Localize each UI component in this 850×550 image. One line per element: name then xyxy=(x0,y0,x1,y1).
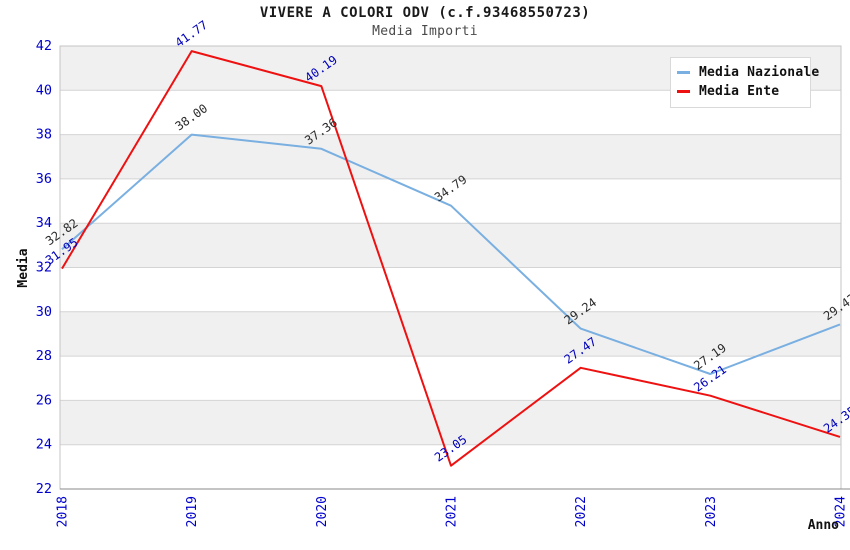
y-tick-label: 34 xyxy=(36,215,52,231)
x-tick-label: 2018 xyxy=(56,496,71,527)
plot-band xyxy=(60,134,841,179)
series-line-1 xyxy=(61,50,841,467)
legend-item-media-ente: Media Ente xyxy=(677,82,804,101)
plot-band xyxy=(60,400,841,445)
plot-band xyxy=(60,356,841,401)
y-tick-label: 42 xyxy=(36,38,52,54)
y-tick-label: 38 xyxy=(36,127,52,143)
y-tick-label: 36 xyxy=(36,171,52,187)
x-tick-label: 2023 xyxy=(704,496,719,527)
chart-title: VIVERE A COLORI ODV (c.f.93468550723) xyxy=(259,5,591,21)
y-tick-label: 24 xyxy=(36,437,52,453)
plot-band xyxy=(60,178,841,224)
chart-subtitle: Media Importi xyxy=(372,24,478,39)
y-axis-title: Media xyxy=(16,248,31,287)
plot-band xyxy=(60,223,841,268)
legend-label: Media Nazionale xyxy=(699,65,820,80)
y-tick-label: 28 xyxy=(36,348,52,364)
y-tick-label: 30 xyxy=(36,304,52,320)
y-tick-label: 32 xyxy=(36,260,52,276)
plot-band xyxy=(60,267,841,312)
media-ente-line-swatch xyxy=(677,90,690,93)
y-tick-label: 40 xyxy=(36,82,52,98)
data-label-series-1: 41.77 xyxy=(173,18,211,50)
x-tick-label: 2019 xyxy=(185,496,200,527)
x-tick-label: 2021 xyxy=(445,496,460,527)
series-line-0 xyxy=(61,133,841,375)
x-tick-label: 2020 xyxy=(315,496,330,527)
chart-legend: Media Nazionale Media Ente xyxy=(670,57,819,108)
y-tick-label: 26 xyxy=(36,392,52,408)
media-nazionale-line-swatch xyxy=(677,71,690,74)
legend-label: Media Ente xyxy=(699,84,780,99)
plot-band xyxy=(60,311,841,357)
x-axis-title: Anno xyxy=(808,518,839,533)
x-tick-label: 2024 xyxy=(834,496,849,527)
x-tick-label: 2022 xyxy=(574,496,589,527)
plot-band xyxy=(60,444,841,489)
y-tick-label: 22 xyxy=(36,481,52,497)
legend-item-media-nazionale: Media Nazionale xyxy=(677,63,819,82)
